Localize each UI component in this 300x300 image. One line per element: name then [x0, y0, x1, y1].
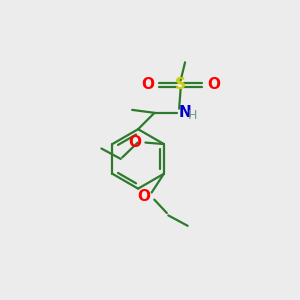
Text: O: O — [207, 77, 220, 92]
Text: N: N — [178, 105, 191, 120]
Text: O: O — [137, 189, 151, 204]
Text: H: H — [188, 109, 197, 122]
Text: O: O — [129, 135, 142, 150]
Text: O: O — [142, 77, 154, 92]
Text: S: S — [175, 77, 186, 92]
